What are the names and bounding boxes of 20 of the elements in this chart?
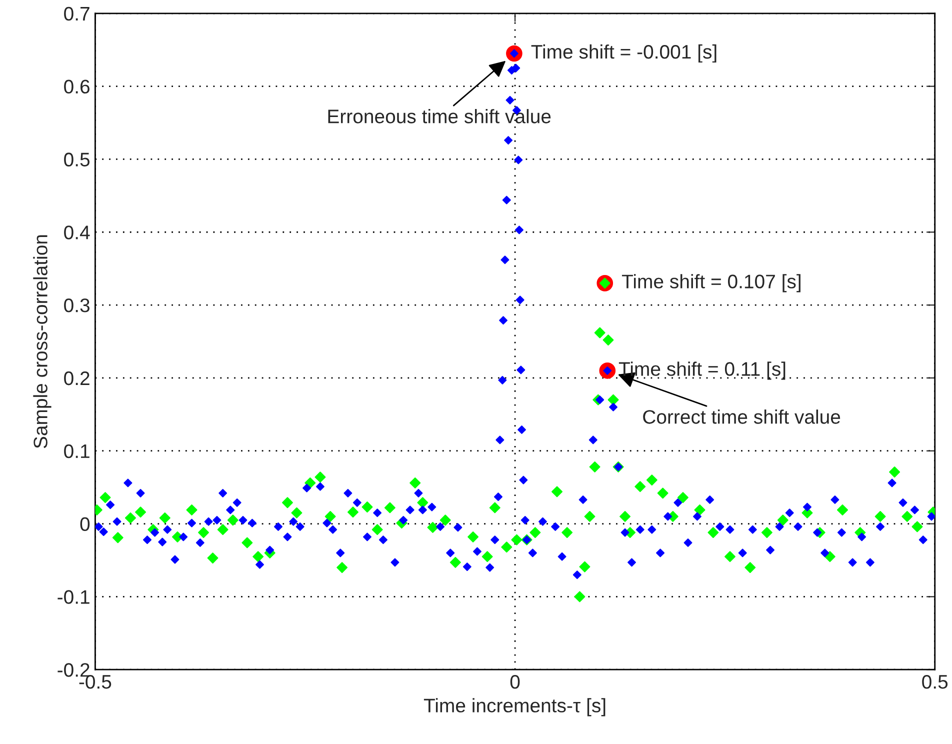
x-tick-label: 0	[510, 674, 520, 689]
y-axis-title: Sample cross-correlation	[33, 235, 52, 448]
y-tick-label: 0.7	[64, 6, 90, 21]
annotation: Time shift = 0.11 [s]	[618, 362, 786, 380]
y-tick-label: 0.5	[64, 152, 90, 166]
y-tick-label: 0	[80, 517, 90, 532]
x-axis-title: Time increments-τ [s]	[424, 698, 606, 716]
y-tick-label: 0.6	[64, 80, 90, 94]
y-tick-label: 0.3	[64, 298, 90, 312]
y-tick-label: -0.2	[58, 663, 90, 677]
y-tick-label: 0.1	[64, 444, 90, 458]
x-tick-label: -0.5	[79, 674, 112, 689]
annotation: Erroneous time shift value	[328, 109, 551, 124]
annotation: Correct time shift value	[643, 410, 840, 424]
annotation: Time shift = 0.107 [s]	[622, 274, 800, 292]
y-tick-label: 0.2	[64, 371, 90, 386]
annotation: Time shift = -0.001 [s]	[531, 44, 716, 63]
x-tick-label: 0.5	[922, 674, 948, 689]
y-tick-label: -0.1	[58, 590, 90, 604]
y-tick-label: 0.4	[64, 226, 90, 240]
